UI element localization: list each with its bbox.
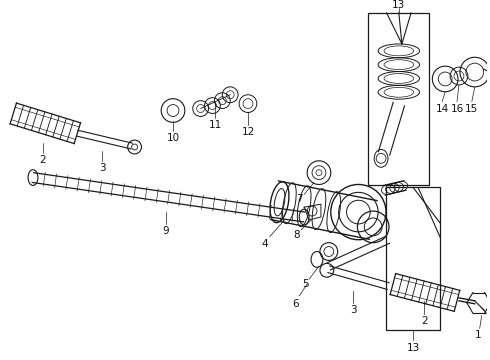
Text: 12: 12 (242, 127, 255, 137)
Text: 4: 4 (261, 239, 268, 249)
Text: 8: 8 (293, 230, 299, 240)
Text: 7: 7 (296, 194, 302, 204)
Text: 3: 3 (350, 305, 357, 315)
Text: 9: 9 (163, 226, 170, 236)
Text: 1: 1 (474, 330, 481, 340)
Text: 3: 3 (98, 163, 105, 173)
Text: 2: 2 (421, 316, 428, 325)
Text: 10: 10 (167, 133, 179, 143)
Text: 2: 2 (40, 155, 46, 165)
Text: 16: 16 (450, 104, 464, 113)
Bar (386, 188, 440, 330)
Text: 5: 5 (302, 279, 309, 289)
Text: 14: 14 (436, 104, 449, 113)
Text: 13: 13 (407, 343, 420, 353)
Bar (368, 13, 429, 185)
Text: 6: 6 (292, 299, 298, 309)
Text: 13: 13 (392, 0, 405, 10)
Text: 15: 15 (465, 104, 478, 113)
Text: 11: 11 (209, 120, 222, 130)
